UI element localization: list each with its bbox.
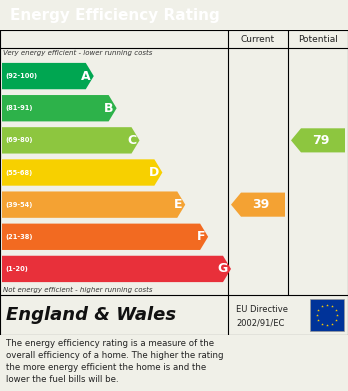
Text: (55-68): (55-68) bbox=[5, 170, 32, 176]
Polygon shape bbox=[2, 63, 94, 89]
Polygon shape bbox=[2, 256, 231, 282]
Text: 39: 39 bbox=[252, 198, 270, 211]
Text: (92-100): (92-100) bbox=[5, 73, 37, 79]
Text: The energy efficiency rating is a measure of the
overall efficiency of a home. T: The energy efficiency rating is a measur… bbox=[6, 339, 223, 384]
Polygon shape bbox=[2, 159, 163, 186]
Text: G: G bbox=[218, 262, 228, 275]
Text: C: C bbox=[127, 134, 136, 147]
Text: Not energy efficient - higher running costs: Not energy efficient - higher running co… bbox=[3, 287, 152, 293]
Text: (21-38): (21-38) bbox=[5, 234, 32, 240]
Polygon shape bbox=[231, 193, 285, 217]
Text: Energy Efficiency Rating: Energy Efficiency Rating bbox=[10, 8, 220, 23]
Polygon shape bbox=[291, 128, 345, 152]
Text: Potential: Potential bbox=[298, 34, 338, 43]
Text: (39-54): (39-54) bbox=[5, 202, 32, 208]
Polygon shape bbox=[2, 192, 185, 218]
Text: 2002/91/EC: 2002/91/EC bbox=[236, 319, 284, 328]
Text: A: A bbox=[81, 70, 91, 83]
Text: (69-80): (69-80) bbox=[5, 137, 32, 143]
Text: E: E bbox=[174, 198, 182, 211]
Text: England & Wales: England & Wales bbox=[6, 306, 176, 324]
Text: (1-20): (1-20) bbox=[5, 266, 28, 272]
Text: Current: Current bbox=[241, 34, 275, 43]
Text: EU Directive: EU Directive bbox=[236, 305, 288, 314]
Text: B: B bbox=[104, 102, 114, 115]
Text: F: F bbox=[197, 230, 205, 243]
Polygon shape bbox=[2, 95, 117, 121]
Text: 79: 79 bbox=[312, 134, 330, 147]
Bar bbox=[310, 299, 344, 331]
Text: D: D bbox=[149, 166, 159, 179]
Polygon shape bbox=[2, 224, 208, 250]
Polygon shape bbox=[2, 127, 140, 154]
Text: Very energy efficient - lower running costs: Very energy efficient - lower running co… bbox=[3, 50, 152, 56]
Text: (81-91): (81-91) bbox=[5, 105, 32, 111]
